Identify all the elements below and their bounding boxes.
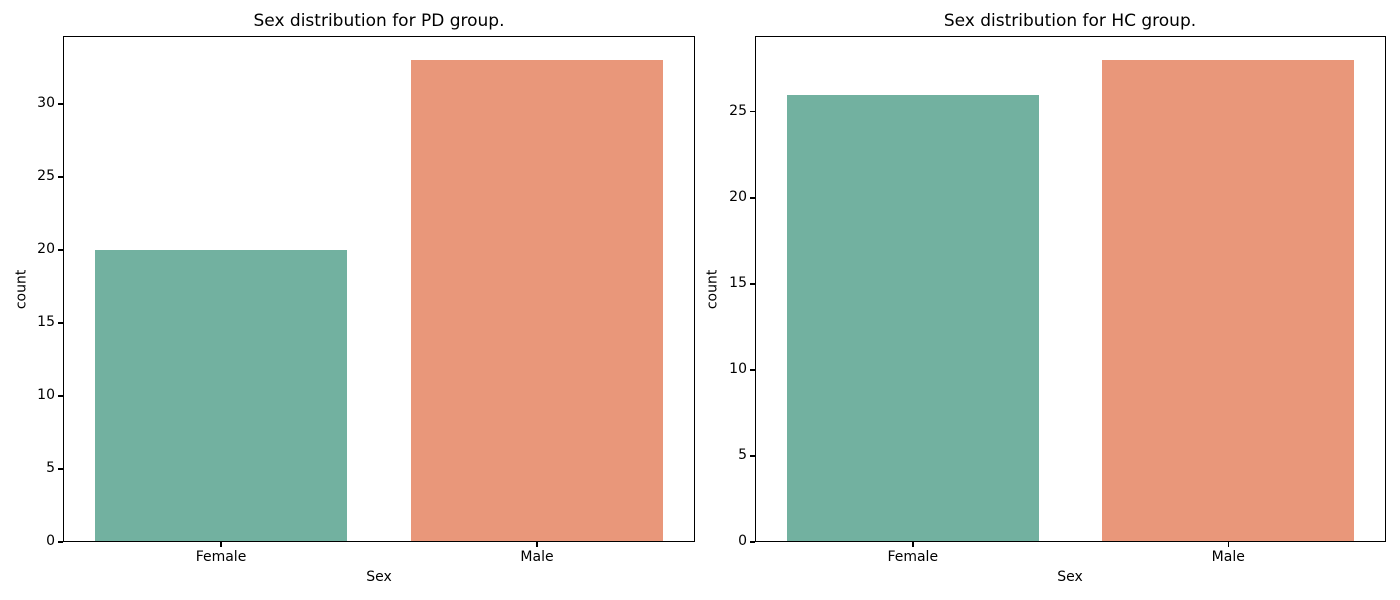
x-tick-mark	[1227, 542, 1229, 547]
y-tick-label: 10	[37, 386, 55, 403]
y-tick-mark	[750, 541, 755, 543]
y-tick-label: 20	[729, 188, 747, 205]
y-tick-mark	[58, 395, 63, 397]
axes-frame	[63, 36, 695, 542]
bar-male	[410, 60, 664, 542]
x-tick-label-female: Female	[195, 549, 247, 565]
chart-pd-title: Sex distribution for PD group.	[253, 11, 505, 31]
chart-hc-title: Sex distribution for HC group.	[943, 11, 1197, 31]
chart-pd-xlabel: Sex	[366, 569, 392, 585]
y-tick-mark	[750, 283, 755, 285]
y-tick-mark	[750, 369, 755, 371]
bar-female	[786, 94, 1039, 542]
y-tick-label: 30	[37, 94, 55, 111]
x-tick-mark	[912, 542, 914, 547]
y-tick-label: 15	[37, 313, 55, 330]
y-tick-mark	[750, 110, 755, 113]
y-tick-mark	[58, 541, 63, 543]
y-tick-label: 15	[729, 274, 747, 291]
x-tick-label-male: Male	[1211, 549, 1245, 565]
y-tick-mark	[750, 197, 755, 199]
y-tick-label: 5	[738, 446, 747, 463]
y-tick-label: 20	[37, 240, 55, 257]
y-tick-label: 25	[37, 167, 55, 184]
y-tick-mark	[58, 249, 63, 251]
y-tick-mark	[750, 455, 755, 457]
x-tick-mark	[536, 542, 538, 547]
y-tick-mark	[58, 468, 63, 470]
x-tick-mark	[220, 542, 222, 547]
y-tick-label: 0	[738, 533, 747, 549]
bar-female	[94, 249, 348, 542]
x-tick-label-male: Male	[520, 549, 554, 565]
x-tick-label-female: Female	[887, 549, 939, 565]
y-tick-mark	[58, 322, 63, 324]
y-tick-mark	[58, 103, 63, 105]
y-tick-mark	[58, 176, 63, 178]
bar-male	[1102, 60, 1355, 542]
chart-hc-xlabel: Sex	[1057, 569, 1083, 585]
y-tick-label: 5	[46, 459, 55, 476]
y-tick-label: 25	[729, 102, 747, 119]
y-tick-label: 0	[46, 533, 55, 549]
axes-frame	[755, 36, 1386, 542]
y-tick-label: 10	[729, 360, 747, 377]
